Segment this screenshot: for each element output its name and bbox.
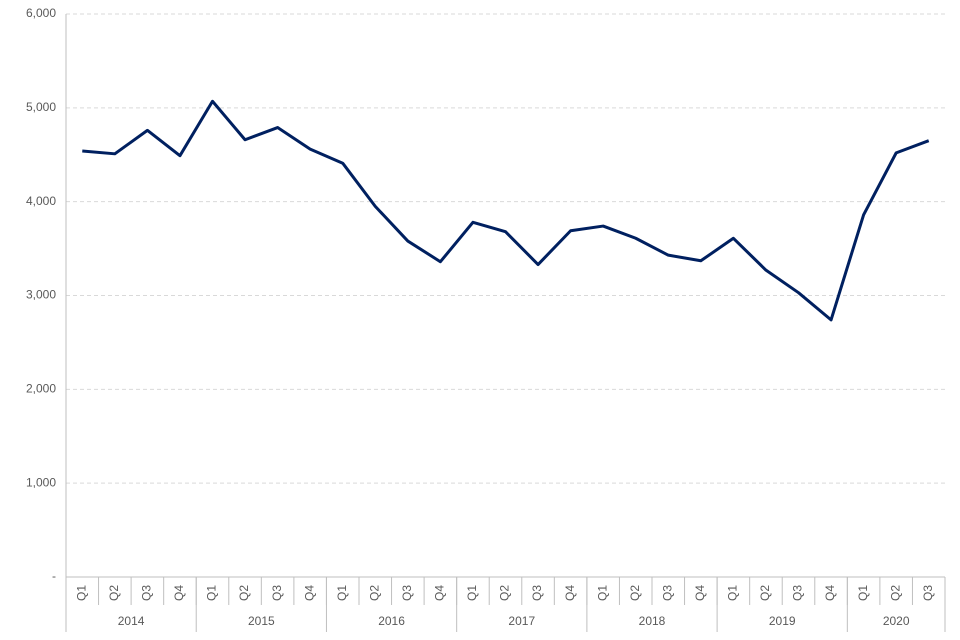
x-tick-label: Q4 <box>563 585 577 601</box>
x-tick-label: Q2 <box>498 585 512 601</box>
x-tick-label: Q1 <box>74 585 88 601</box>
y-tick-label: - <box>52 569 56 583</box>
y-tick-label: 5,000 <box>26 100 56 114</box>
x-tick-label: Q1 <box>465 585 479 601</box>
x-tick-label: Q3 <box>791 585 805 601</box>
x-tick-label: Q4 <box>302 585 316 601</box>
x-tick-label: Q1 <box>205 585 219 601</box>
x-tick-label: Q4 <box>693 585 707 601</box>
x-group-label: 2019 <box>769 614 796 628</box>
x-tick-label: Q3 <box>400 585 414 601</box>
x-tick-label: Q1 <box>726 585 740 601</box>
x-tick-label: Q4 <box>823 585 837 601</box>
x-tick-label: Q2 <box>628 585 642 601</box>
x-tick-label: Q2 <box>367 585 381 601</box>
x-tick-label: Q2 <box>888 585 902 601</box>
x-tick-label: Q3 <box>270 585 284 601</box>
x-group-label: 2016 <box>378 614 405 628</box>
y-tick-label: 6,000 <box>26 6 56 20</box>
x-tick-label: Q2 <box>237 585 251 601</box>
x-tick-label: Q1 <box>595 585 609 601</box>
x-tick-label: Q3 <box>530 585 544 601</box>
x-tick-label: Q2 <box>758 585 772 601</box>
x-group-label: 2015 <box>248 614 275 628</box>
x-tick-label: Q1 <box>856 585 870 601</box>
x-tick-label: Q1 <box>335 585 349 601</box>
line-series <box>82 99 930 322</box>
x-tick-label: Q3 <box>660 585 674 601</box>
x-group-label: 2017 <box>508 614 535 628</box>
x-group-label: 2014 <box>118 614 145 628</box>
y-tick-label: 1,000 <box>26 475 56 489</box>
x-group-label: 2018 <box>639 614 666 628</box>
x-tick-label: Q4 <box>433 585 447 601</box>
x-tick-label: Q4 <box>172 585 186 601</box>
x-tick-label: Q3 <box>921 585 935 601</box>
x-tick-label: Q3 <box>140 585 154 601</box>
y-tick-label: 2,000 <box>26 382 56 396</box>
x-group-label: 2020 <box>883 614 910 628</box>
y-tick-label: 3,000 <box>26 288 56 302</box>
x-tick-label: Q2 <box>107 585 121 601</box>
y-tick-label: 4,000 <box>26 194 56 208</box>
